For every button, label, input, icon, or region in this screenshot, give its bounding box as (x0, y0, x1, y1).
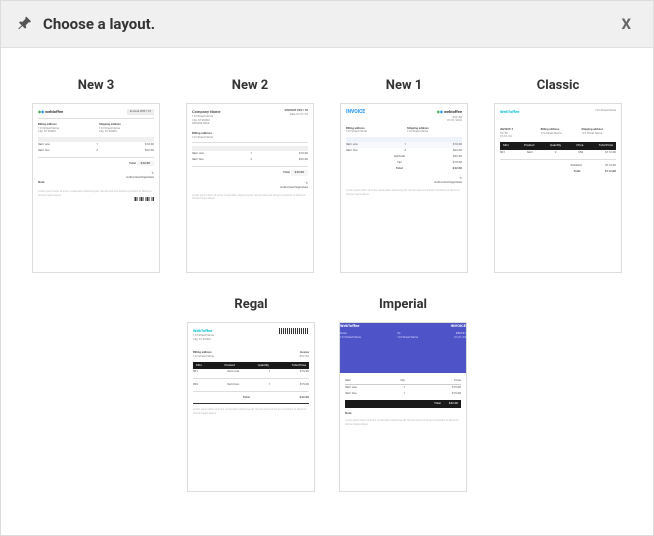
layout-option-imperial[interactable]: Imperial WebToffee INVOICE From123 Stree… (339, 297, 467, 492)
close-button[interactable]: X (615, 13, 637, 35)
layout-label: Regal (234, 297, 267, 312)
invoice-number: invoice #521 72 (127, 109, 154, 115)
brand-logo: ◆◆ webtoffee (437, 109, 462, 114)
table-header-bar: SKUProductQuantityTotal Price (193, 362, 309, 370)
layout-label: Imperial (379, 297, 427, 312)
layout-label: Classic (537, 78, 579, 93)
layout-grid-container: New 3 ◆◆ webtoffee invoice #521 72 Billi… (1, 48, 653, 535)
invoice-title: INVOICE (346, 109, 365, 116)
layout-option-new2[interactable]: New 2 Company Name 123 Street Name City,… (185, 78, 315, 273)
layout-thumb-new1: INVOICE ◆◆ webtoffee #5216801/01/2024 Bi… (340, 103, 468, 273)
layout-thumb-regal: WebToffee 123 Street Name City, ST 00000… (187, 322, 315, 492)
layout-grid: New 3 ◆◆ webtoffee invoice #521 72 Billi… (31, 78, 623, 492)
table-header-bar: SKUProductQuantityPriceTotal Price (500, 142, 616, 150)
layout-thumb-new3: ◆◆ webtoffee invoice #521 72 Billing add… (32, 103, 160, 273)
layout-thumb-new2: Company Name 123 Street Name City, ST 00… (186, 103, 314, 273)
layout-grid-row2: Regal WebToffee 123 Street Name City, ST… (31, 297, 623, 492)
layout-label: New 1 (386, 78, 422, 93)
layout-chooser-modal: Choose a layout. X New 3 ◆◆ webtoffee in… (0, 0, 654, 536)
header-left: Choose a layout. (17, 15, 155, 33)
layout-option-classic[interactable]: Classic WebToffee 123 Street Name INVOIC… (493, 78, 623, 273)
brand-logo: WebToffee (500, 109, 519, 114)
layout-label: New 3 (78, 78, 114, 93)
layout-option-new3[interactable]: New 3 ◆◆ webtoffee invoice #521 72 Billi… (31, 78, 161, 273)
modal-title: Choose a layout. (43, 15, 155, 33)
layout-option-regal[interactable]: Regal WebToffee 123 Street Name City, ST… (187, 297, 315, 492)
header-banner: WebToffee INVOICE From123 Street Name To… (339, 322, 467, 373)
layout-label: New 2 (232, 78, 268, 93)
layout-option-new1[interactable]: New 1 INVOICE ◆◆ webtoffee #5216801/01/2… (339, 78, 469, 273)
modal-header: Choose a layout. X (1, 1, 653, 48)
layout-thumb-imperial: WebToffee INVOICE From123 Street Name To… (339, 322, 467, 492)
layout-thumb-classic: WebToffee 123 Street Name INVOICE #52165… (494, 103, 622, 273)
pin-icon (17, 16, 33, 32)
barcode-icon (279, 328, 309, 334)
brand-logo: ◆◆ webtoffee (38, 109, 63, 114)
